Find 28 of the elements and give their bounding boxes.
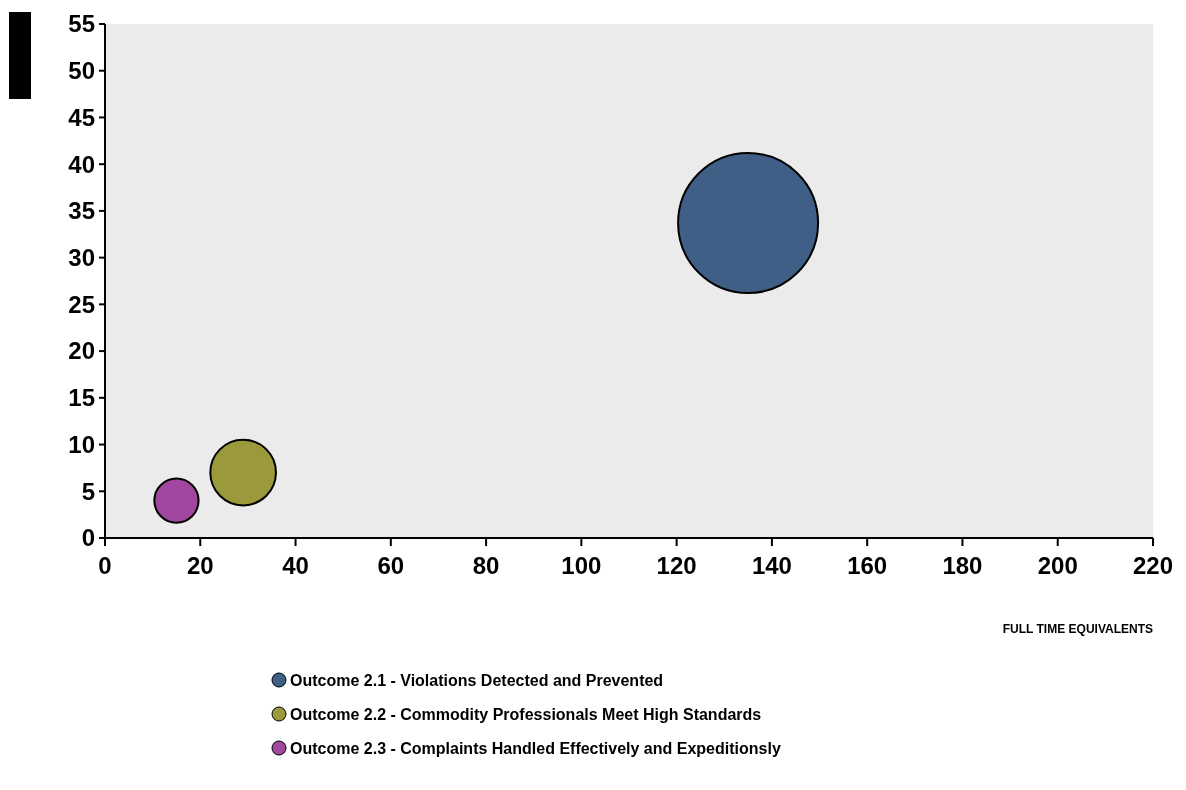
legend-label: Outcome 2.3 - Complaints Handled Effectively and Expeditionsly bbox=[290, 739, 781, 757]
x-tick-label: 80 bbox=[472, 552, 500, 579]
y-tick-label: 55 bbox=[68, 10, 95, 38]
x-tick-label: 200 bbox=[1037, 552, 1078, 579]
x-tick-label: 40 bbox=[282, 552, 309, 579]
x-tick-label: 60 bbox=[377, 552, 405, 579]
y-tick-label: 25 bbox=[68, 290, 95, 318]
x-tick-label: 140 bbox=[751, 552, 792, 579]
x-axis-title: FULL TIME EQUIVALENTS bbox=[1002, 622, 1153, 636]
y-tick-label: 50 bbox=[68, 57, 95, 85]
x-tick-label: 120 bbox=[656, 552, 697, 579]
x-tick-label: 100 bbox=[561, 552, 602, 579]
y-tick-label: 35 bbox=[68, 197, 95, 225]
y-tick-label: 20 bbox=[68, 337, 95, 365]
x-tick-label: 20 bbox=[186, 552, 214, 579]
y-tick-label: 0 bbox=[81, 524, 95, 552]
y-tick-label: 10 bbox=[68, 430, 95, 458]
x-tick-label: 180 bbox=[942, 552, 983, 579]
x-tick-label: 160 bbox=[847, 552, 888, 579]
y-tick-label: 40 bbox=[68, 150, 95, 178]
y-tick-label: 30 bbox=[68, 244, 95, 272]
legend-label: Outcome 2.2 - Commodity Professionals Meet High Standards bbox=[290, 705, 762, 723]
x-tick-label: 220 bbox=[1132, 552, 1174, 579]
legend-label: Outcome 2.1 - Violations Detected and Prevented bbox=[290, 671, 664, 689]
y-tick-label: 5 bbox=[81, 477, 95, 505]
y-tick-label: 15 bbox=[68, 384, 95, 412]
y-tick-label: 45 bbox=[68, 103, 95, 131]
x-tick-label: 0 bbox=[98, 552, 112, 579]
